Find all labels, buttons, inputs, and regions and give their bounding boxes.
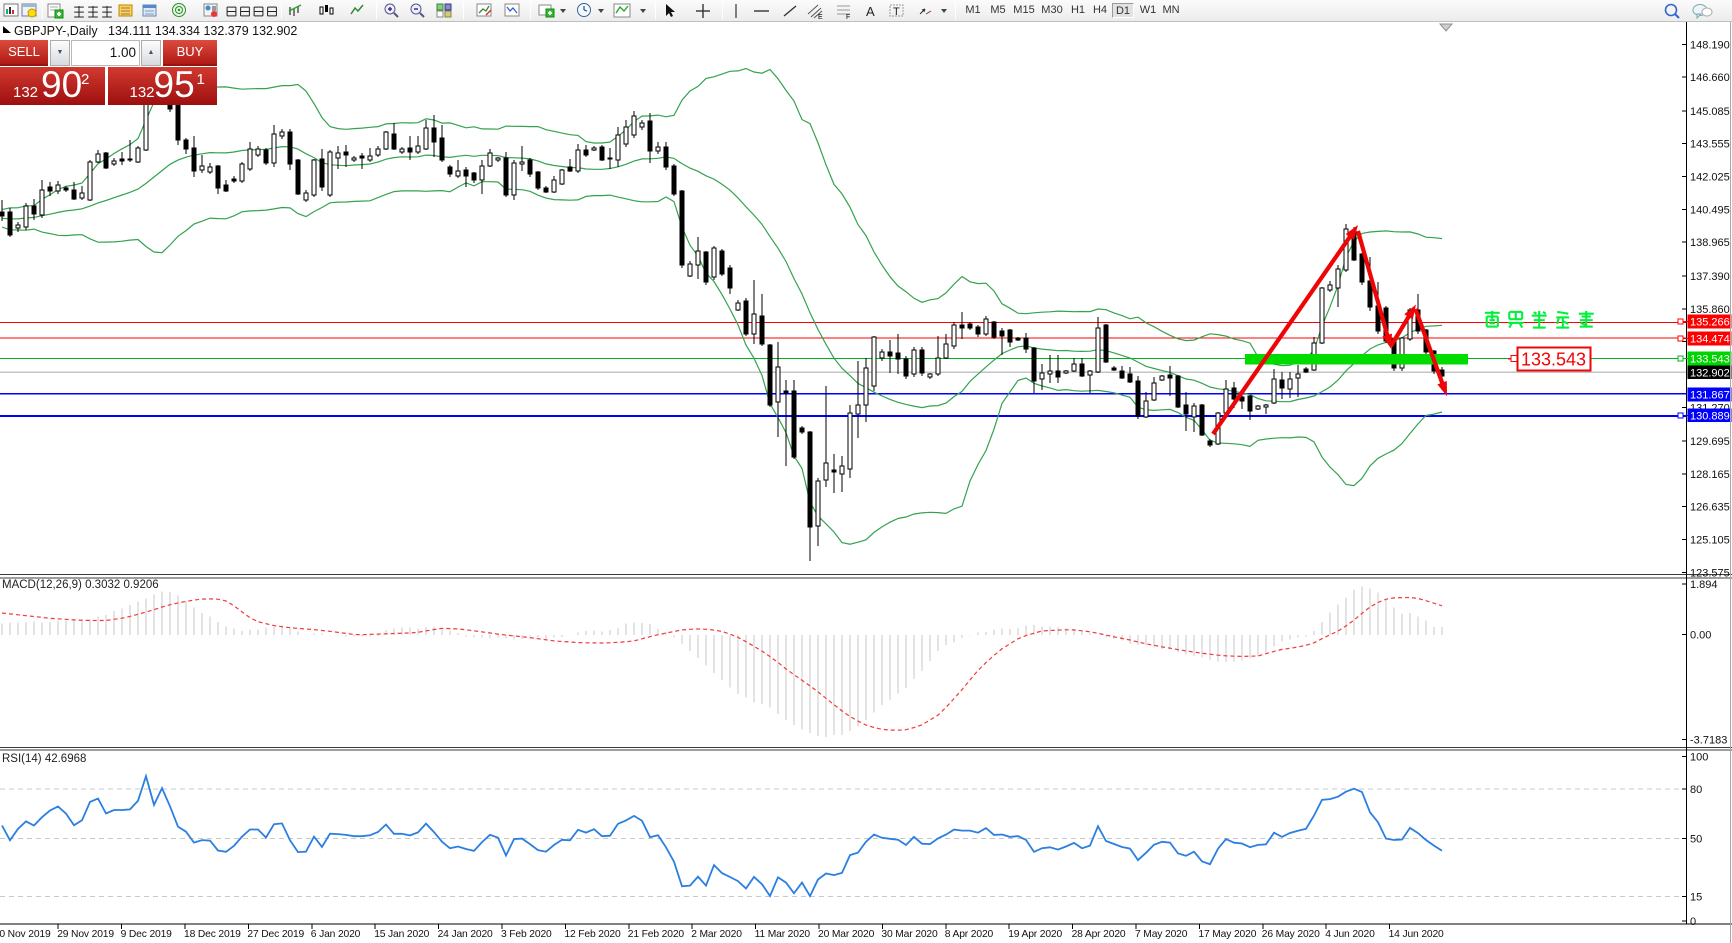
svg-text:27 Dec 2019: 27 Dec 2019 <box>247 929 304 940</box>
svg-text:7 May 2020: 7 May 2020 <box>1135 929 1188 940</box>
svg-text:140.495: 140.495 <box>1690 204 1730 216</box>
svg-text:130.889: 130.889 <box>1690 411 1730 423</box>
svg-text:29 Nov 2019: 29 Nov 2019 <box>57 929 114 940</box>
svg-text:134.474: 134.474 <box>1690 334 1730 346</box>
svg-text:RSI(14) 42.6968: RSI(14) 42.6968 <box>2 753 86 765</box>
svg-text:3 Feb 2020: 3 Feb 2020 <box>501 929 552 940</box>
svg-text:20 Nov 2019: 20 Nov 2019 <box>0 929 51 940</box>
svg-text:26 May 2020: 26 May 2020 <box>1262 929 1320 940</box>
svg-text:138.965: 138.965 <box>1690 237 1730 249</box>
svg-text:131.867: 131.867 <box>1690 390 1730 402</box>
svg-text:15: 15 <box>1690 891 1702 903</box>
svg-text:17 May 2020: 17 May 2020 <box>1198 929 1256 940</box>
svg-text:14 Jun 2020: 14 Jun 2020 <box>1389 929 1444 940</box>
svg-text:126.635: 126.635 <box>1690 502 1730 514</box>
svg-text:9 Dec 2019: 9 Dec 2019 <box>121 929 173 940</box>
svg-text:135.266: 135.266 <box>1690 317 1730 329</box>
svg-text:T: T <box>893 6 900 18</box>
svg-text:15 Jan 2020: 15 Jan 2020 <box>374 929 429 940</box>
svg-text:128.165: 128.165 <box>1690 469 1730 481</box>
svg-text:18 Dec 2019: 18 Dec 2019 <box>184 929 241 940</box>
svg-text:125.105: 125.105 <box>1690 535 1730 547</box>
svg-text:28 Apr 2020: 28 Apr 2020 <box>1072 929 1126 940</box>
svg-text:12 Feb 2020: 12 Feb 2020 <box>564 929 621 940</box>
svg-text:1.894: 1.894 <box>1690 579 1718 591</box>
svg-text:20 Mar 2020: 20 Mar 2020 <box>818 929 875 940</box>
svg-text:50: 50 <box>1690 834 1702 846</box>
svg-text:8 Apr 2020: 8 Apr 2020 <box>945 929 994 940</box>
svg-text:MACD(12,26,9) 0.3032 0.9206: MACD(12,26,9) 0.3032 0.9206 <box>2 579 159 591</box>
svg-text:143.555: 143.555 <box>1690 139 1730 151</box>
svg-text:2 Mar 2020: 2 Mar 2020 <box>691 929 742 940</box>
svg-text:21 Feb 2020: 21 Feb 2020 <box>628 929 685 940</box>
svg-text:E: E <box>818 14 823 21</box>
svg-text:137.390: 137.390 <box>1690 271 1730 283</box>
svg-text:0: 0 <box>1690 916 1696 928</box>
svg-text:129.695: 129.695 <box>1690 436 1730 448</box>
svg-text:142.025: 142.025 <box>1690 172 1730 184</box>
svg-text:F: F <box>846 14 850 21</box>
svg-text:0.00: 0.00 <box>1690 630 1711 642</box>
svg-text:133.543: 133.543 <box>1690 354 1730 366</box>
svg-text:132.902: 132.902 <box>1690 367 1730 379</box>
svg-text:24 Jan 2020: 24 Jan 2020 <box>438 929 493 940</box>
svg-text:80: 80 <box>1690 784 1702 796</box>
svg-text:A: A <box>866 4 875 19</box>
svg-text:146.660: 146.660 <box>1690 72 1730 84</box>
svg-text:133.543: 133.543 <box>1521 350 1586 370</box>
svg-text:11 Mar 2020: 11 Mar 2020 <box>755 929 811 940</box>
svg-text:145.085: 145.085 <box>1690 106 1730 118</box>
svg-text:30 Mar 2020: 30 Mar 2020 <box>881 929 938 940</box>
svg-text:19 Apr 2020: 19 Apr 2020 <box>1008 929 1062 940</box>
svg-text:-3.7183: -3.7183 <box>1690 735 1727 747</box>
svg-text:123.575: 123.575 <box>1690 567 1730 579</box>
svg-text:6 Jan 2020: 6 Jan 2020 <box>311 929 361 940</box>
svg-text:135.860: 135.860 <box>1690 304 1730 316</box>
svg-text:100: 100 <box>1690 751 1708 763</box>
svg-text:4 Jun 2020: 4 Jun 2020 <box>1325 929 1375 940</box>
svg-text:148.190: 148.190 <box>1690 39 1730 51</box>
